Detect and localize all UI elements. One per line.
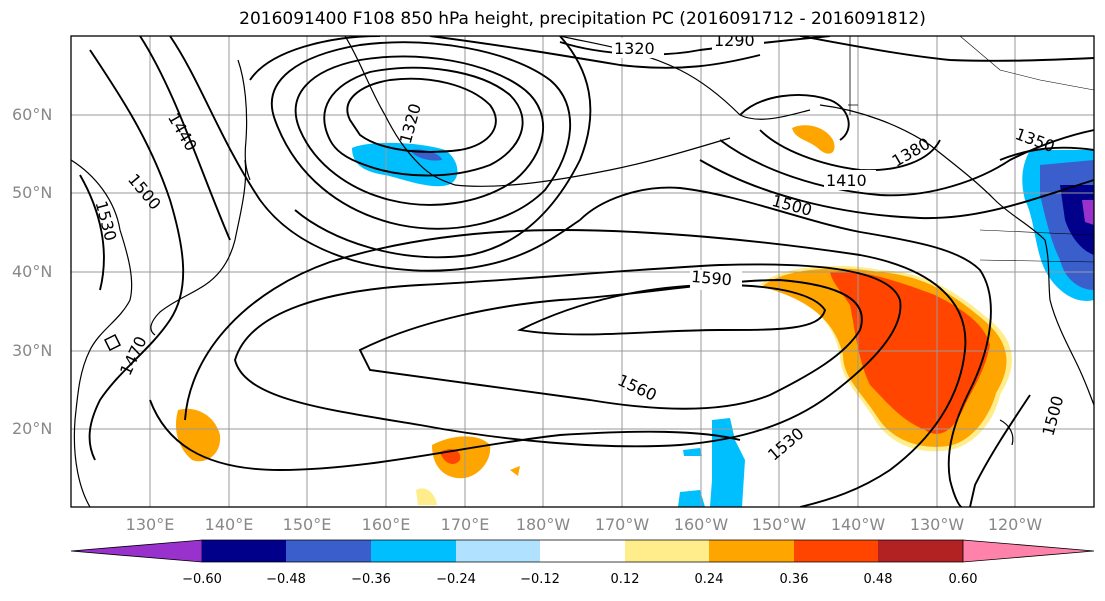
- lon-label: 130°W: [909, 515, 965, 534]
- colorbar: [70, 539, 1095, 563]
- lon-label: 140°E: [204, 515, 254, 534]
- contour-label: 1380: [889, 134, 934, 171]
- lon-label: 170°W: [594, 515, 650, 534]
- colorbar-tick: −0.12: [520, 572, 560, 587]
- gridlines: [71, 36, 1094, 507]
- colorbar-tick: 0.24: [694, 572, 724, 587]
- contour-label: 1500: [124, 170, 165, 213]
- contour-label: 1590: [690, 267, 732, 289]
- contour-label: 1530: [764, 424, 807, 465]
- contour-label: 1320: [396, 101, 425, 145]
- lon-label: 180°W: [515, 515, 571, 534]
- colorbar-tick: −0.36: [351, 572, 391, 587]
- asia-coast: [71, 159, 133, 507]
- lat-label: 60°N: [12, 105, 53, 124]
- lon-label: 170°E: [440, 515, 490, 534]
- colorbar-tick: −0.48: [266, 572, 306, 587]
- lon-label: 150°W: [751, 515, 807, 534]
- map-title: 2016091400 F108 850 hPa height, precipit…: [239, 9, 926, 29]
- colorbar-extend-high: [962, 539, 1095, 563]
- aleutians: [454, 137, 731, 187]
- lon-label: 160°E: [361, 515, 411, 534]
- lat-label: 20°N: [12, 419, 53, 438]
- lon-label: 120°W: [987, 515, 1043, 534]
- contour-label: 1500: [770, 191, 814, 220]
- lat-label: 30°N: [12, 341, 53, 360]
- positive-area-170e: [432, 436, 491, 479]
- lon-label: 150°E: [282, 515, 332, 534]
- japan: [150, 159, 247, 336]
- coastlines: [71, 36, 1094, 507]
- colorbar-tick: −0.60: [182, 572, 222, 587]
- lon-label: 160°W: [673, 515, 729, 534]
- colorbar-extend-low: [70, 539, 203, 563]
- lon-label: 140°W: [830, 515, 886, 534]
- lat-label: 50°N: [12, 183, 53, 202]
- alaska-gulf: [819, 104, 1046, 241]
- west-coast-na: [1044, 239, 1094, 406]
- colorbar-tick: −0.24: [436, 572, 476, 587]
- contour-label: 1320: [614, 39, 655, 58]
- colorbar-tick: 0.48: [863, 572, 893, 587]
- map-frame: [70, 35, 1095, 508]
- contour-label: 1500: [1039, 394, 1068, 438]
- positive-area-gulf: [792, 125, 835, 154]
- colorbar-tick: 0.60: [948, 572, 978, 587]
- contour-label: 1290: [714, 31, 755, 50]
- precip-shading: [175, 125, 1094, 507]
- lon-label: 130°E: [125, 515, 175, 534]
- contour-label: 1410: [826, 171, 867, 190]
- height-contours: [79, 36, 1094, 507]
- colorbar-tick: 0.12: [610, 572, 640, 587]
- lat-label: 40°N: [12, 262, 53, 281]
- contour-label: 1560: [615, 370, 660, 404]
- contour-label: 1470: [116, 333, 150, 378]
- positive-area-red: [830, 271, 990, 434]
- colorbar-tick: 0.36: [779, 572, 809, 587]
- sakhalin: [237, 59, 251, 181]
- contour-label: 1530: [91, 199, 120, 243]
- alaska-north: [559, 36, 811, 120]
- negative-area-hawaii: [710, 418, 745, 507]
- contour-label: 1440: [164, 110, 201, 155]
